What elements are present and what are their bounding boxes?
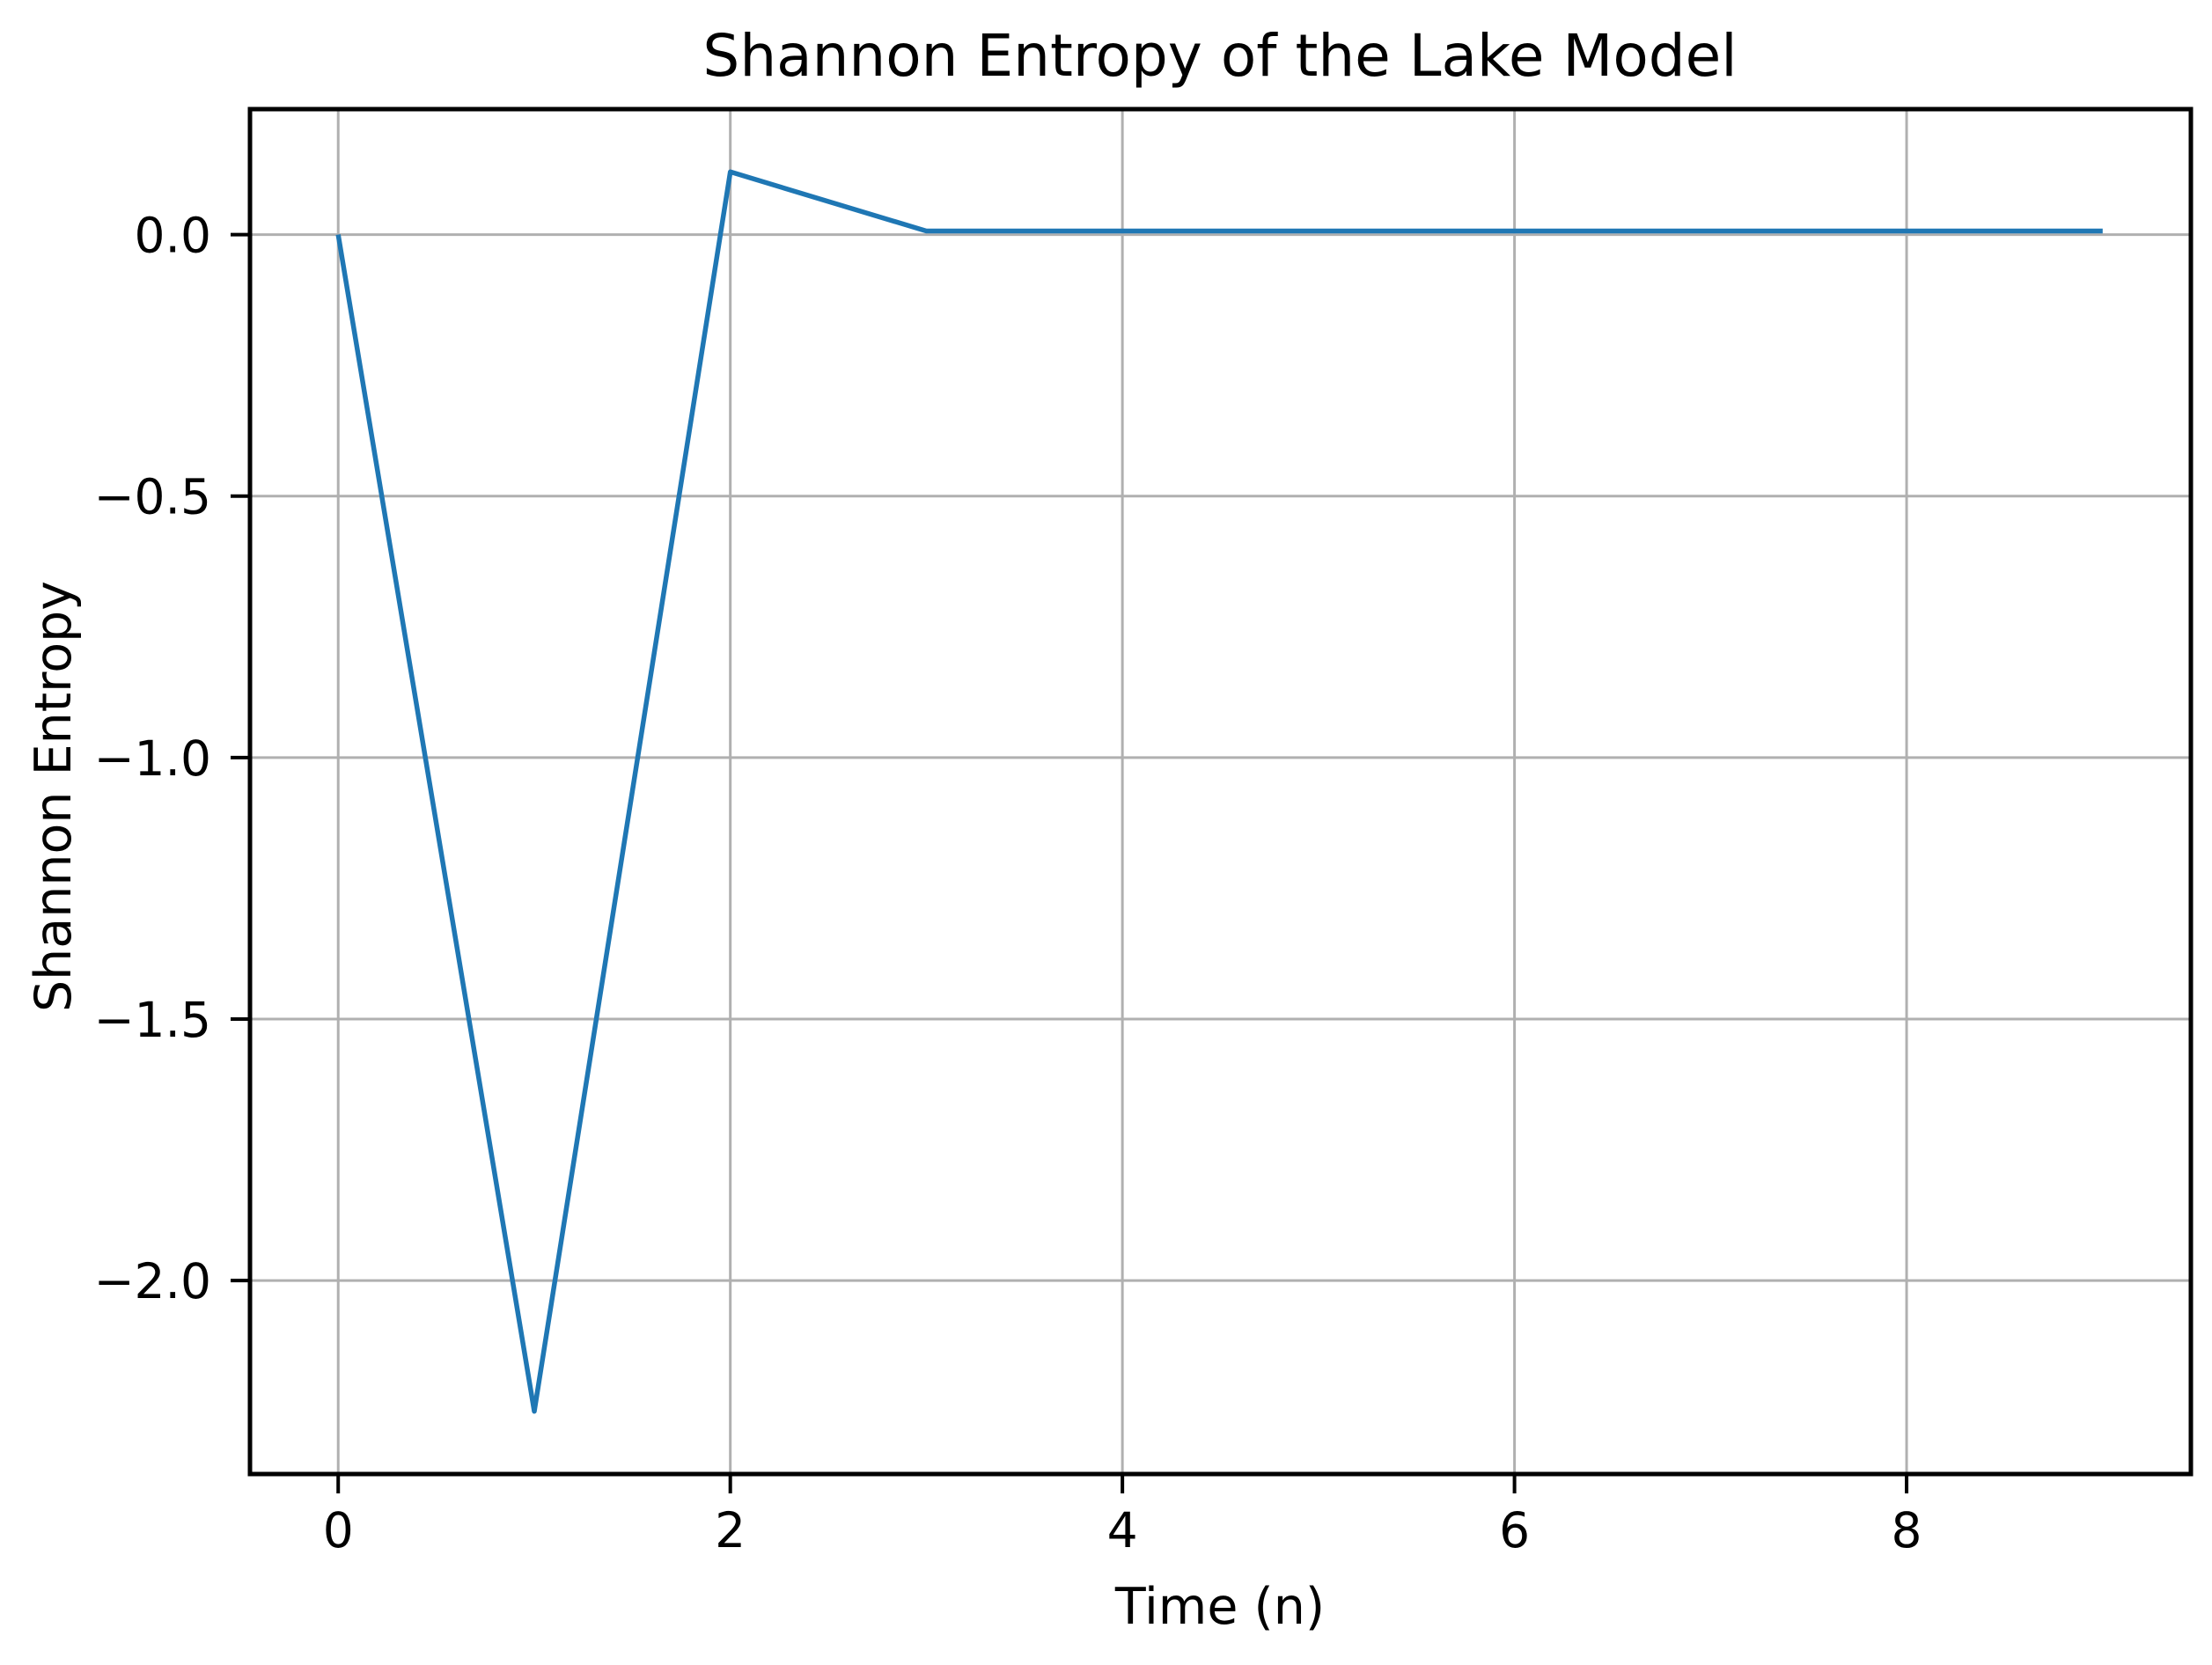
tick-layer: 0 2 4 6 8 0.0 −0.5 −1.0 −1.5 −2.0 [93,208,1922,1559]
series-layer [335,169,2103,1414]
y-tick-label: −1.5 [93,992,211,1048]
entropy-line [335,169,2103,1414]
x-tick-label: 2 [715,1502,746,1559]
x-axis-label: Time (n) [1114,1578,1325,1636]
grid-layer [250,109,2191,1474]
chart-title: Shannon Entropy of the Lake Model [702,22,1737,90]
y-tick-label: 0.0 [135,208,211,264]
y-axis-label: Shannon Entropy [25,581,83,1012]
x-tick-label: 8 [1892,1502,1922,1559]
x-tick-label: 0 [323,1502,354,1559]
plot-area [250,109,2191,1474]
axes-spines [247,106,2194,1477]
x-tick-label: 6 [1499,1502,1530,1559]
y-tick-label: −0.5 [93,469,211,525]
y-tick-label: −1.0 [93,730,211,787]
x-tick-label: 4 [1107,1502,1138,1559]
y-tick-label: −2.0 [93,1253,211,1309]
